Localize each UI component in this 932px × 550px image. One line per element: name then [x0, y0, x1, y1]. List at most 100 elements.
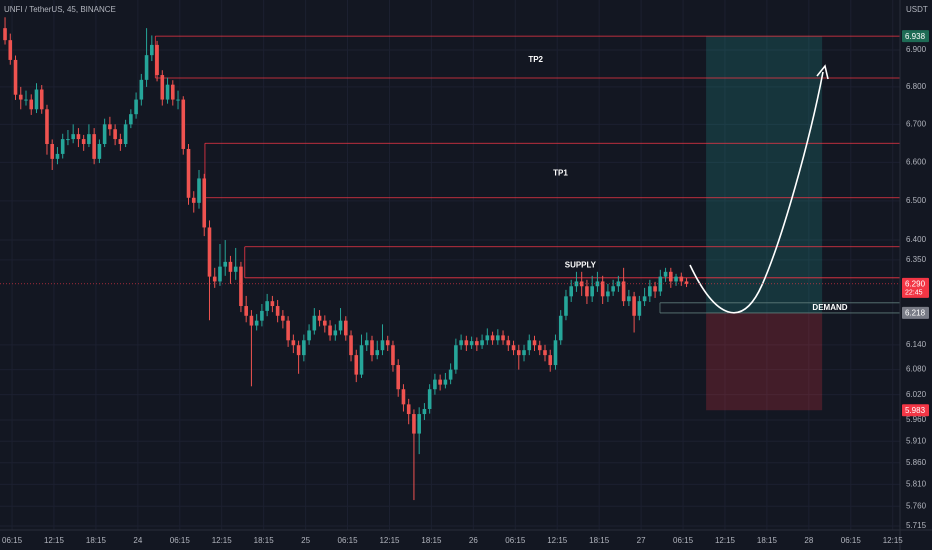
x-tick-label: 06:15 [2, 536, 23, 545]
candle-body [443, 379, 448, 385]
candle-body [60, 139, 65, 154]
x-tick-label: 25 [301, 536, 310, 545]
candle-body [244, 306, 248, 316]
candle-body [281, 315, 285, 321]
x-tick-label: 06:15 [505, 536, 526, 545]
candle-body [496, 335, 500, 341]
candle-body [433, 379, 437, 390]
x-tick-label: 27 [637, 536, 646, 545]
price-tag [902, 30, 929, 43]
x-tick-label: 26 [469, 536, 478, 545]
candle-body [417, 414, 421, 434]
candle-body [66, 139, 70, 141]
candle-body [249, 315, 254, 326]
candle-body [150, 44, 154, 56]
projection-arrow [689, 71, 824, 314]
candle-body [422, 408, 427, 415]
candle-body [223, 261, 228, 267]
candle-body [663, 271, 668, 277]
candle-body [684, 281, 689, 284]
candle-body [291, 340, 296, 346]
x-tick-label: 18:15 [757, 536, 778, 545]
x-tick-label: 18:15 [86, 536, 107, 545]
price-tag [902, 306, 929, 319]
x-tick-label: 12:15 [883, 536, 904, 545]
candle-body [537, 345, 542, 351]
candle-body [50, 144, 55, 159]
candle-body [459, 340, 463, 346]
candle-body [438, 379, 442, 385]
price-tag [902, 404, 929, 417]
candle-body [642, 296, 647, 302]
candle-body [102, 124, 107, 145]
candle-body [254, 320, 259, 326]
x-tick-label: 12:15 [379, 536, 400, 545]
candle-body [165, 84, 170, 100]
y-tick-label: 5.860 [906, 458, 927, 467]
y-tick-label: 6.400 [906, 235, 927, 244]
arrow-head [816, 64, 829, 80]
candle-body [108, 124, 112, 130]
candle-body [202, 178, 207, 228]
candles [3, 17, 689, 501]
zones: TP2 TP1 SUPPLY DEMAND [154, 35, 900, 411]
candle-body [212, 276, 217, 282]
candle-body [233, 266, 238, 272]
x-tick-label: 12:15 [212, 536, 233, 545]
candle-body [186, 148, 191, 198]
candle-body [590, 286, 594, 297]
candle-body [532, 340, 537, 346]
last-price-label: 6.290 [905, 279, 926, 288]
candle-body [197, 178, 201, 203]
candle-body [18, 94, 23, 100]
y-tick-label: 6.600 [906, 157, 927, 166]
candle-body [92, 134, 96, 159]
y-tick-label: 6.700 [906, 119, 927, 128]
candle-body [464, 340, 469, 346]
candle-body [338, 320, 343, 331]
y-tick-label: 6.080 [906, 365, 927, 374]
candle-body [585, 286, 589, 297]
price-tag-label: 6.218 [905, 309, 926, 318]
currency-label: USDT [906, 5, 928, 14]
candle-body [160, 75, 165, 100]
candle-body [375, 350, 380, 356]
profit-zone [706, 36, 823, 313]
candle-body [469, 341, 474, 346]
zone-label: TP1 [553, 169, 568, 178]
y-tick-label: 6.800 [906, 82, 927, 91]
loss-zone [706, 312, 823, 411]
candle-body [123, 124, 128, 145]
candle-body [627, 296, 631, 302]
candle-body [522, 350, 526, 356]
candle-body [228, 261, 233, 272]
candle-body [527, 340, 532, 351]
candle-body [87, 134, 91, 145]
axes: 06:15 12:15 18:15 24 06:15 12:15 18:15 25 06:15 1… [0, 30, 929, 545]
candle-body [76, 134, 81, 140]
candle-body [275, 306, 280, 316]
candle-body [475, 341, 479, 346]
candle-body [270, 301, 275, 307]
x-tick-label: 18:15 [421, 536, 442, 545]
x-tick-label: 12:15 [44, 536, 65, 545]
candle-body [13, 59, 18, 95]
candle-body [134, 99, 138, 115]
candle-body [448, 369, 453, 380]
zone-label: DEMAND [812, 303, 847, 312]
candle-body [343, 320, 348, 336]
candle-body [553, 340, 558, 366]
candle-body [218, 266, 222, 282]
candle-body [600, 281, 605, 297]
candle-body [480, 340, 484, 346]
candle-body [296, 345, 301, 356]
candle-body [45, 109, 49, 145]
last-price-tag [902, 277, 929, 298]
candle-body [364, 340, 369, 346]
candle-body [669, 271, 673, 282]
candle-body [558, 315, 563, 341]
candle-body [307, 330, 311, 341]
candle-body [412, 414, 416, 434]
